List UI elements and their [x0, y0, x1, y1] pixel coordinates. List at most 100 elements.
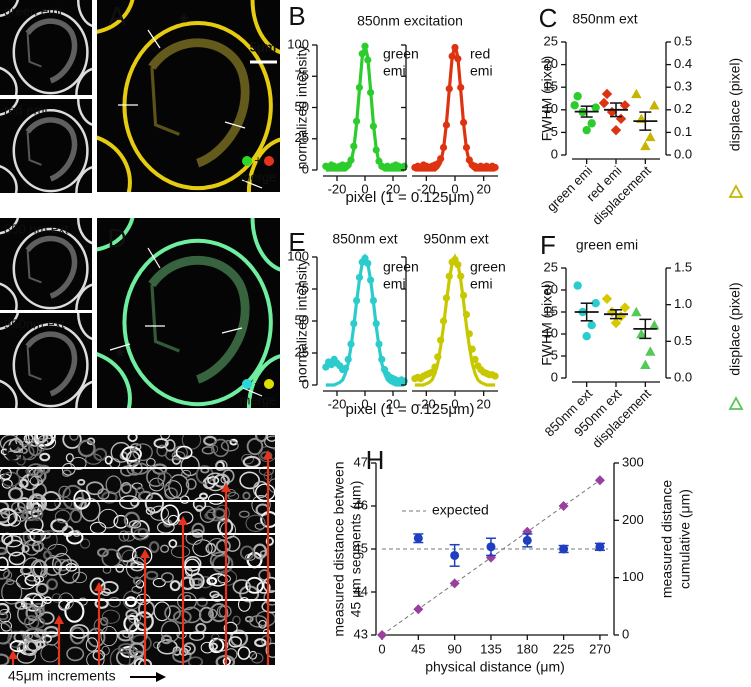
cell-texture: [152, 463, 168, 475]
axis-label: 45 μm segments (μm): [348, 481, 364, 618]
cell-texture: [168, 539, 178, 548]
tick-label: 300: [622, 454, 644, 469]
cell-texture: [191, 522, 205, 538]
data-point: [573, 281, 582, 290]
data-point: [594, 475, 605, 486]
axis-label: measured distance: [659, 480, 675, 599]
cell-wall: [0, 165, 18, 193]
cell-texture: [131, 546, 153, 566]
tick-label: 0: [302, 161, 309, 176]
cell-texture: [120, 481, 132, 494]
cell-texture: [212, 438, 230, 458]
annotation: emi: [470, 63, 493, 79]
panel-letter: C: [539, 3, 558, 33]
data-point: [377, 630, 387, 640]
cell-texture: [217, 569, 238, 586]
arrow-head: [140, 549, 150, 558]
organelle: [25, 331, 78, 397]
marker-line: [242, 387, 263, 397]
annotation: emi: [470, 276, 493, 292]
cell-texture: [69, 435, 79, 441]
organelle: [26, 250, 42, 284]
chart-title: 850nm ext: [572, 11, 637, 27]
cell-texture: [241, 453, 254, 465]
cell-texture: [24, 574, 41, 587]
cell-texture: [73, 489, 91, 510]
cell-texture: [33, 575, 45, 583]
cell-wall: [97, 135, 132, 192]
fit-curve: [414, 253, 496, 387]
cell-texture: [132, 576, 142, 586]
data-point: [413, 604, 424, 615]
panel-letter: B: [288, 1, 305, 31]
fit-curve: [414, 44, 496, 172]
image-label: green emi: [4, 3, 62, 18]
cell-texture: [122, 630, 131, 638]
cell-texture: [195, 465, 214, 485]
tick-label: 20: [544, 56, 558, 71]
cell-texture: [31, 602, 45, 614]
cell-texture: [238, 597, 251, 612]
panel-letter: F: [540, 230, 556, 260]
cell-texture: [211, 638, 229, 652]
tick-label: 20: [386, 181, 400, 196]
cell-texture: [207, 476, 220, 485]
cell-texture: [127, 435, 138, 443]
cell-texture: [149, 505, 170, 521]
tick-label: 5: [551, 124, 558, 139]
marker-line: [147, 247, 161, 269]
cell-texture: [228, 636, 243, 648]
cell-texture: [245, 514, 266, 533]
data-point: [450, 550, 460, 560]
arrow-head: [54, 615, 64, 624]
cell-texture: [146, 458, 156, 467]
tick-label: 0.3: [674, 79, 692, 94]
cell-texture: [168, 474, 190, 499]
cell-texture: [160, 504, 180, 526]
cell-texture: [0, 556, 9, 572]
cell-texture: [156, 639, 178, 655]
cell-texture: [245, 576, 264, 594]
cell-texture: [42, 634, 52, 643]
cell-texture: [118, 530, 130, 542]
cell-texture: [211, 554, 234, 574]
organelle: [26, 33, 42, 68]
cell-texture: [232, 579, 252, 595]
image-label: 950nm ext: [4, 316, 65, 331]
cell-texture: [104, 455, 113, 465]
cell-texture: [30, 506, 44, 521]
cell-texture: [153, 641, 161, 649]
cell-texture: [181, 469, 191, 478]
tick-label: 100: [622, 569, 644, 584]
organelle: [25, 235, 78, 299]
cell-texture: [8, 487, 24, 502]
cell-texture: [101, 645, 110, 656]
data-point: [619, 100, 631, 111]
data-point: [587, 119, 596, 128]
cell-texture: [133, 611, 154, 632]
data-point: [610, 317, 622, 329]
cell-texture: [185, 478, 197, 490]
micrograph: [0, 99, 92, 193]
cell-texture: [46, 578, 58, 591]
merge-dot: [264, 156, 274, 166]
tick-label: 25: [295, 130, 309, 145]
cell-texture: [35, 640, 46, 649]
cell-texture: [189, 572, 205, 590]
data-point: [601, 88, 613, 100]
tick-label: 0.0: [674, 369, 692, 384]
cell-texture: [181, 435, 202, 450]
data-point: [615, 113, 627, 125]
organelle: [26, 131, 42, 166]
cell-texture: [254, 638, 267, 648]
cell-texture: [0, 609, 12, 623]
tick-label: 10: [544, 325, 558, 340]
asterisk: *: [116, 344, 125, 369]
cell-texture: [196, 597, 208, 607]
fit-curve: [325, 253, 405, 387]
cell-wall: [0, 66, 18, 95]
cell-texture: [5, 539, 25, 557]
tick-label: 0.5: [674, 33, 692, 48]
cell-texture: [164, 439, 176, 452]
cell-texture: [109, 647, 131, 665]
